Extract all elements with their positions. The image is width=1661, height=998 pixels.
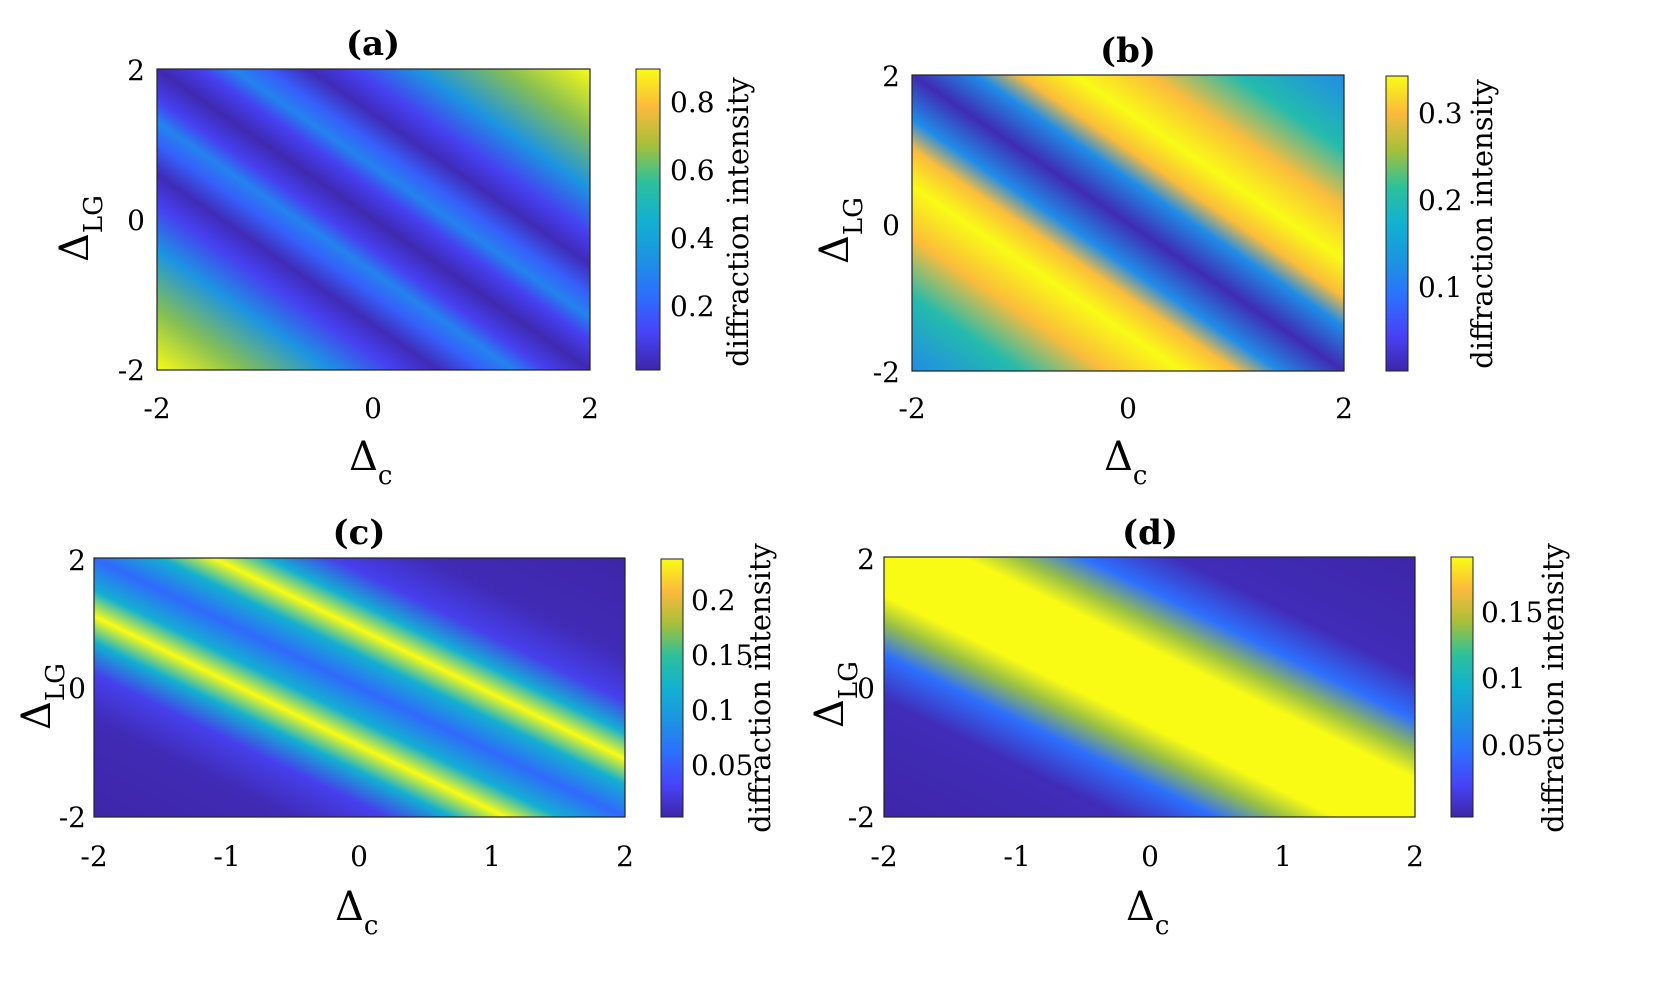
x-tick-label: 2 xyxy=(1335,392,1353,425)
colorbar-gradient xyxy=(1450,556,1474,818)
x-ticks: -2 0 2 xyxy=(898,392,1353,425)
y-axis-label: ΔLG xyxy=(52,195,109,262)
x-axis-label: Δc xyxy=(349,434,392,491)
panel-c: (c) 2 0 -2 -2 -1 0 1 2 Δc ΔLG 0.2 0.15 0… xyxy=(14,513,777,941)
y-ticks: 2 0 -2 xyxy=(59,544,86,834)
y-axis-label: ΔLG xyxy=(807,661,864,728)
colorbar-tick: 0.2 xyxy=(670,290,715,323)
y-axis-label: ΔLG xyxy=(812,197,869,264)
colorbar-gradient xyxy=(660,558,684,818)
x-tick-label: -2 xyxy=(80,840,107,873)
x-tick-label: -2 xyxy=(143,392,170,425)
x-tick-label: 2 xyxy=(616,840,634,873)
colorbar-label: diffraction intensity xyxy=(743,543,777,833)
x-ticks: -2 0 2 xyxy=(143,392,599,425)
plot-frame xyxy=(883,556,1416,818)
x-tick-label: -2 xyxy=(898,392,925,425)
x-ticks: -2 -1 0 1 2 xyxy=(80,840,634,873)
colorbar-tick: 0.05 xyxy=(1481,729,1543,762)
colorbar-tick: 0.4 xyxy=(670,222,715,255)
x-tick-label: -1 xyxy=(213,840,240,873)
x-axis-label: Δc xyxy=(1104,434,1147,491)
heatmap-a xyxy=(157,69,590,370)
x-tick-label: 2 xyxy=(1406,840,1424,873)
y-ticks: 2 0 -2 xyxy=(118,54,145,387)
panel-a: (a) 2 0 -2 -2 0 2 Δc ΔLG 0.8 0.6 0.4 0.2… xyxy=(52,24,755,491)
heatmap-field xyxy=(94,558,625,817)
y-tick-label: -2 xyxy=(848,801,875,834)
colorbar-tick: 0.2 xyxy=(691,584,736,617)
panel-title: (b) xyxy=(1100,31,1156,71)
plot-frame xyxy=(93,557,626,818)
colorbar-tick: 0.1 xyxy=(691,694,736,727)
x-tick-label: 0 xyxy=(350,840,368,873)
x-tick-label: 2 xyxy=(581,392,599,425)
plot-frame xyxy=(156,68,591,371)
x-tick-label: 0 xyxy=(364,392,382,425)
heatmap-d xyxy=(884,557,1415,817)
colorbar-gradient xyxy=(1385,75,1409,372)
y-tick-label: 0 xyxy=(857,672,875,705)
colorbar-tick: 0.1 xyxy=(1481,662,1526,695)
colorbar-label: diffraction intensity xyxy=(721,77,755,367)
colorbar: 0.3 0.2 0.1 diffraction intensity xyxy=(1385,75,1499,372)
colorbar: 0.8 0.6 0.4 0.2 diffraction intensity xyxy=(635,68,755,371)
panel-title: (c) xyxy=(333,513,386,553)
colorbar-label: diffraction intensity xyxy=(1536,543,1570,833)
heatmap-c xyxy=(94,558,625,817)
x-tick-label: 1 xyxy=(483,840,501,873)
heatmap-field xyxy=(912,75,1344,371)
panel-d: (d) 2 0 -2 -2 -1 0 1 2 Δc ΔLG 0.15 0.1 0… xyxy=(807,513,1570,941)
y-tick-label: -2 xyxy=(59,801,86,834)
y-tick-label: -2 xyxy=(873,356,900,389)
x-tick-label: 1 xyxy=(1274,840,1292,873)
x-axis-label: Δc xyxy=(335,884,378,941)
colorbar: 0.2 0.15 0.1 0.05 diffraction intensity xyxy=(660,543,777,833)
y-tick-label: 2 xyxy=(127,54,145,87)
colorbar-tick: 0.6 xyxy=(670,154,715,187)
x-tick-label: -1 xyxy=(1003,840,1030,873)
x-axis-label: Δc xyxy=(1126,884,1169,941)
colorbar-tick: 0.05 xyxy=(691,749,753,782)
panel-title: (a) xyxy=(346,24,400,64)
colorbar-tick: 0.8 xyxy=(670,86,715,119)
y-tick-label: -2 xyxy=(118,354,145,387)
colorbar-tick: 0.3 xyxy=(1418,97,1463,130)
plot-frame xyxy=(911,74,1345,372)
x-tick-label: -2 xyxy=(870,840,897,873)
heatmap-field xyxy=(157,69,590,370)
y-axis-label: ΔLG xyxy=(14,663,71,730)
colorbar-gradient xyxy=(635,68,661,371)
x-tick-label: 0 xyxy=(1119,392,1137,425)
panel-b: (b) 2 0 -2 -2 0 2 Δc ΔLG 0.3 0.2 0.1 dif… xyxy=(812,31,1499,491)
colorbar-tick: 0.2 xyxy=(1418,184,1463,217)
colorbar-tick: 0.15 xyxy=(1481,596,1543,629)
x-ticks: -2 -1 0 1 2 xyxy=(870,840,1424,873)
panel-title: (d) xyxy=(1122,513,1178,553)
heatmap-b xyxy=(912,75,1344,371)
colorbar-label: diffraction intensity xyxy=(1465,79,1499,369)
y-tick-label: 2 xyxy=(68,544,86,577)
colorbar: 0.15 0.1 0.05 diffraction intensity xyxy=(1450,543,1570,833)
heatmap-field xyxy=(884,557,1415,817)
y-tick-label: 2 xyxy=(857,543,875,576)
colorbar-tick: 0.1 xyxy=(1418,271,1463,304)
y-tick-label: 0 xyxy=(68,672,86,705)
y-ticks: 2 0 -2 xyxy=(873,60,900,389)
colorbar-tick: 0.15 xyxy=(691,639,753,672)
x-tick-label: 0 xyxy=(1141,840,1159,873)
y-tick-label: 0 xyxy=(127,204,145,237)
y-tick-label: 0 xyxy=(882,209,900,242)
y-tick-label: 2 xyxy=(882,60,900,93)
y-ticks: 2 0 -2 xyxy=(848,543,875,834)
